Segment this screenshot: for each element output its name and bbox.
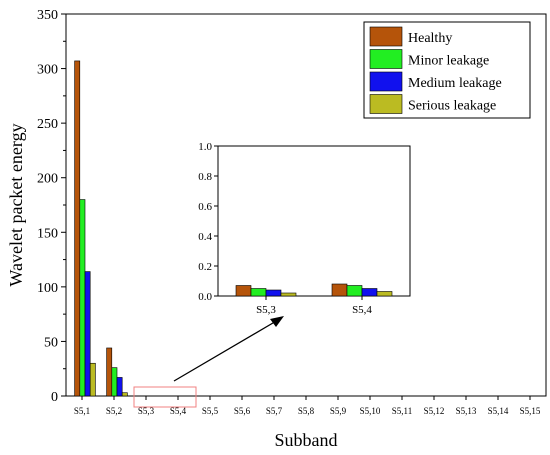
y-tick-label: 300 — [37, 63, 58, 78]
inset-frame — [217, 145, 411, 297]
legend-label: Minor leakage — [408, 54, 489, 69]
inset-y-tick-label: 1.0 — [198, 141, 212, 153]
main-plot: 0 50 100 150 200 250 300 350 S5,1 S5,2 S5,3 S5,4 S5,… — [6, 8, 547, 450]
x-tick-label: S5,7 — [266, 406, 283, 416]
inset-y-tick-label: 0.8 — [198, 171, 212, 183]
bar-serious-leakage — [89, 362, 96, 397]
inset-bar-healthy — [235, 285, 252, 297]
x-axis-title: Subband — [275, 430, 338, 450]
y-tick-label: 250 — [37, 117, 58, 132]
x-tick-label: S5,6 — [234, 406, 251, 416]
x-tick-label: S5,1 — [74, 406, 90, 416]
x-tick-label: S5,3 — [138, 406, 155, 416]
x-tick-label: S5,9 — [330, 406, 347, 416]
bar-minor-leakage — [79, 199, 86, 397]
bar-healthy — [74, 60, 81, 397]
inset-bar-minor-leakage — [346, 285, 363, 297]
bar-medium-leakage — [116, 377, 123, 397]
x-tick-label: S5,10 — [360, 406, 381, 416]
inset-bar-serious-leakage — [376, 291, 393, 297]
x-tick-label: S5,14 — [488, 406, 509, 416]
bar-serious-leakage — [121, 392, 128, 397]
inset-y-tick-label: 0.6 — [198, 201, 212, 213]
inset-y-tick-label: 0.4 — [198, 231, 212, 243]
zoom-arrow — [173, 319, 279, 382]
inset-plot: 0.0 0.2 0.4 0.6 0.8 1.0 S5,3 S5,4 — [198, 141, 411, 316]
inset-bar-medium-leakage — [361, 288, 378, 297]
y-tick-label: 100 — [37, 281, 58, 296]
legend-swatch — [369, 49, 403, 69]
x-tick-label: S5,8 — [298, 406, 315, 416]
legend-swatch — [369, 94, 403, 114]
x-tick-label: S5,5 — [202, 406, 219, 416]
legend-swatch — [369, 26, 403, 47]
legend-label: Serious leakage — [408, 99, 496, 114]
zoom-region-box — [133, 386, 197, 408]
inset-x-tick-label: S5,3 — [256, 304, 276, 316]
inset-y-tick-label: 0.0 — [198, 291, 212, 303]
zoom-arrowhead — [270, 316, 284, 327]
x-tick-label: S5,11 — [392, 406, 412, 416]
legend: Healthy Minor leakage Medium leakage Seriou… — [363, 21, 531, 119]
inset-y-tick-label: 0.2 — [198, 261, 212, 273]
legend-label: Healthy — [408, 31, 452, 46]
inset-bar-serious-leakage — [280, 292, 297, 297]
zoom-annotation — [133, 316, 284, 408]
inset-bar-medium-leakage — [265, 289, 282, 297]
x-tick-label: S5,15 — [520, 406, 541, 416]
x-tick-label: S5,4 — [170, 406, 187, 416]
y-tick-label: 0 — [51, 390, 58, 405]
y-tick-label: 200 — [37, 172, 58, 187]
bar-minor-leakage — [111, 367, 118, 397]
y-axis-title: Wavelet packet energy — [6, 123, 26, 286]
y-tick-label: 150 — [37, 226, 58, 241]
y-tick-label: 50 — [44, 335, 58, 350]
x-tick-label: S5,12 — [424, 406, 445, 416]
x-tick-label: S5,13 — [456, 406, 477, 416]
bar-medium-leakage — [84, 271, 91, 397]
bar-healthy — [106, 347, 113, 397]
inset-bar-minor-leakage — [250, 288, 267, 297]
legend-swatch — [369, 71, 403, 92]
legend-label: Medium leakage — [408, 76, 502, 91]
inset-bar-healthy — [331, 283, 348, 297]
x-tick-label: S5,2 — [106, 406, 122, 416]
inset-x-tick-label: S5,4 — [352, 304, 372, 316]
y-tick-label: 350 — [37, 8, 58, 23]
